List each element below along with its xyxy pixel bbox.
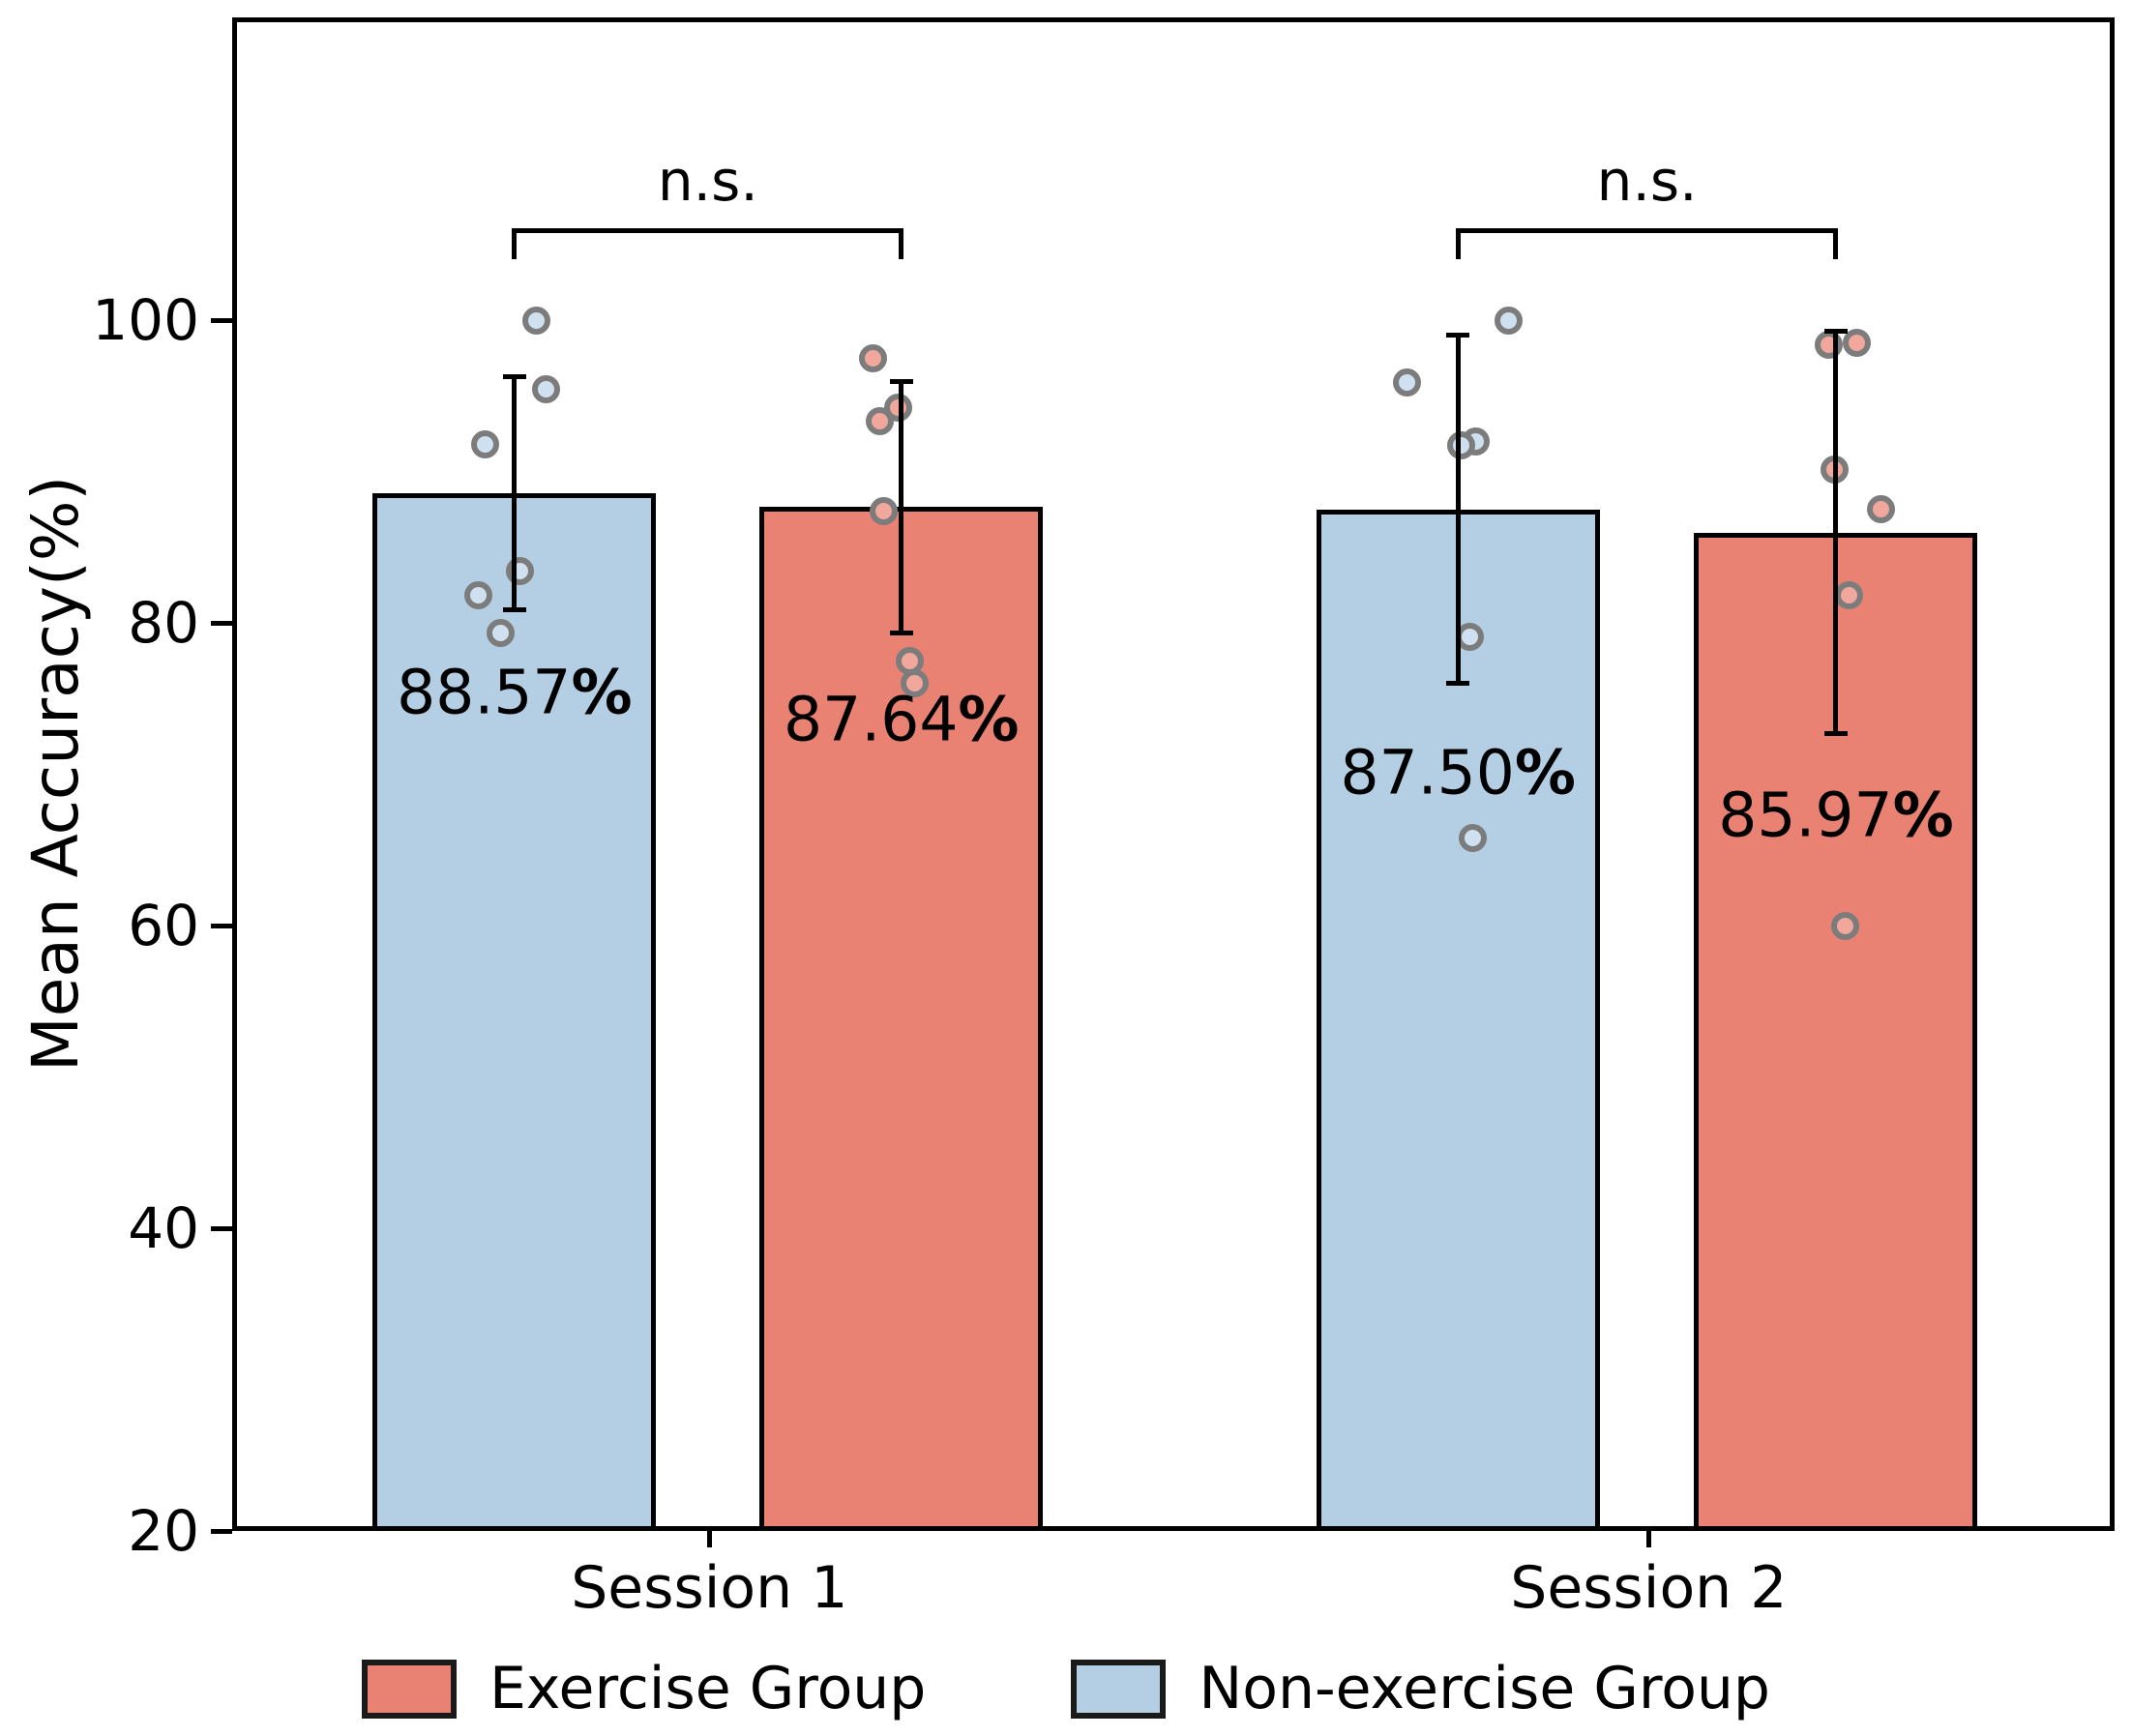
scatter-point [1458,823,1487,852]
error-bar-cap [1446,681,1470,687]
scatter-point [1867,495,1896,524]
scatter-point [506,557,535,586]
scatter-point [859,343,888,372]
scatter-point [471,429,500,458]
y-tick-mark [211,1528,232,1534]
x-tick-mark [706,1531,712,1547]
y-tick-mark [211,317,232,323]
bar-value-label: 88.57% [397,657,633,728]
error-bar-cap [1446,333,1470,338]
legend-label: Exercise Group [489,1655,927,1722]
error-bar-cap [502,606,526,612]
error-bar [899,381,904,633]
y-tick-mark [211,923,232,928]
y-tick-label: 20 [128,1498,199,1564]
y-tick-label: 80 [128,590,199,656]
y-tick-label: 100 [92,287,199,353]
scatter-point [1815,330,1844,359]
bar-value-label: 87.64% [784,684,1020,755]
legend-item: Non-exercise Group [1071,1655,1771,1722]
error-bar-cap [502,373,526,379]
error-bar-cap [1823,731,1848,737]
scatter-point [522,306,551,335]
y-tick-mark [211,620,232,626]
y-tick-label: 60 [128,893,199,958]
scatter-point [884,394,913,423]
significance-bracket [512,227,904,260]
legend-swatch [1071,1659,1167,1719]
bar-value-label: 85.97% [1718,780,1954,851]
scatter-point [901,669,930,698]
scatter-point [866,407,895,436]
scatter-point [1446,431,1475,460]
error-bar [1455,335,1461,684]
scatter-point [1494,306,1523,335]
scatter-point [532,375,561,404]
error-bar [1833,331,1839,734]
plot-area: 88.57% 87.50% 87.64% 85.97% n.s. n.s. [232,17,2115,1547]
scatter-point [487,619,516,648]
significance-bracket [1455,227,1839,260]
legend-swatch [361,1659,457,1719]
scatter-point [870,496,899,525]
error-bar-cap [889,630,913,635]
scatter-point [1835,581,1864,610]
significance-label: n.s. [1596,148,1698,215]
x-tick-mark [1645,1531,1651,1547]
y-tick-mark [211,1225,232,1231]
y-tick-label: 40 [128,1195,199,1261]
x-tick-label: Session 2 [1510,1554,1788,1622]
error-bar [512,376,518,610]
legend-label: Non-exercise Group [1199,1655,1771,1722]
scatter-point [1831,911,1860,940]
legend: Exercise Group Non-exercise Group [0,1644,2132,1733]
scatter-point [1843,328,1872,357]
significance-label: n.s. [657,148,758,215]
x-tick-label: Session 1 [571,1554,848,1622]
y-axis-label: Mean Accuracy(%) [18,475,93,1073]
scatter-point [1392,368,1421,397]
error-bar-cap [889,379,913,385]
bar-value-label: 87.50% [1340,737,1576,809]
error-bar-cap [1823,328,1848,334]
bar-non-exercise-group-session-1 [372,492,657,1531]
scatter-point [464,581,493,610]
legend-item: Exercise Group [361,1655,927,1722]
